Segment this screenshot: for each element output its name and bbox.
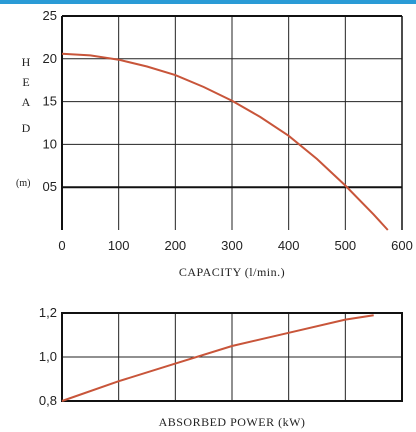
head-y-tick-label: 05 bbox=[43, 179, 57, 194]
head-x-tick-label: 200 bbox=[164, 238, 186, 253]
head-x-tick-label: 400 bbox=[278, 238, 300, 253]
head-chart-x-ticks: 0 100 200 300 400 500 600 bbox=[58, 238, 412, 253]
head-y-tick-label: 20 bbox=[43, 51, 57, 66]
power-y-tick-label: 0,8 bbox=[39, 393, 57, 408]
head-y-tick-label: 10 bbox=[43, 136, 57, 151]
power-curve-series bbox=[61, 314, 374, 402]
absorbed-power-chart: 0,8 1,0 1,2 ABSORBED POWER (kW) bbox=[39, 305, 403, 429]
head-y-label-letter: H bbox=[22, 55, 31, 69]
head-y-tick-label: 15 bbox=[43, 94, 57, 109]
head-x-tick-label: 500 bbox=[334, 238, 356, 253]
power-y-tick-label: 1,0 bbox=[39, 349, 57, 364]
head-x-axis-label: CAPACITY (l/min.) bbox=[179, 265, 285, 279]
head-y-label-letter: A bbox=[22, 95, 31, 109]
head-y-label-letter: E bbox=[22, 75, 29, 89]
power-chart-grid bbox=[61, 312, 403, 402]
head-curve-series bbox=[61, 52, 389, 231]
head-x-tick-label: 100 bbox=[108, 238, 130, 253]
head-y-tick-label: 25 bbox=[43, 8, 57, 23]
head-x-tick-label: 300 bbox=[221, 238, 243, 253]
power-frame bbox=[61, 312, 403, 402]
head-unit-label: (m) bbox=[16, 178, 30, 189]
head-x-tick-label: 600 bbox=[391, 238, 413, 253]
power-chart-y-ticks: 0,8 1,0 1,2 bbox=[39, 305, 57, 408]
head-chart-y-ticks: 05 10 15 20 25 bbox=[43, 8, 57, 194]
power-y-tick-label: 1,2 bbox=[39, 305, 57, 320]
head-y-label-letter: D bbox=[22, 121, 31, 135]
top-accent-bar bbox=[0, 0, 416, 4]
head-x-tick-label: 0 bbox=[58, 238, 65, 253]
head-chart-grid bbox=[61, 15, 403, 230]
power-x-axis-label: ABSORBED POWER (kW) bbox=[159, 415, 306, 429]
